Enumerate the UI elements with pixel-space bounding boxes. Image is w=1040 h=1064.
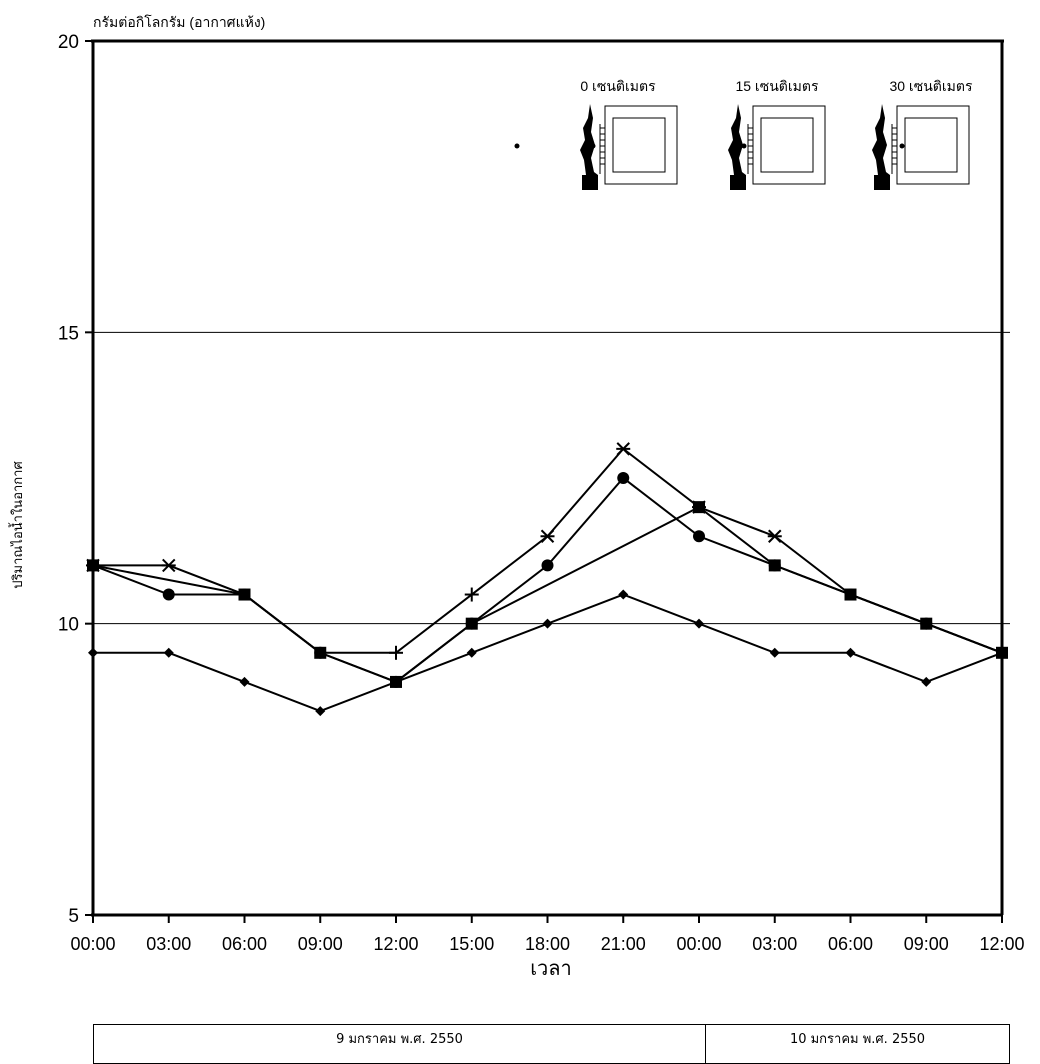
measure-point <box>899 143 905 149</box>
data-point <box>389 645 403 660</box>
legend-label: 15 เซนติเมตร <box>735 78 819 94</box>
line-chart: กรัมต่อกิโลกรัม (อากาศแห้ง) ปริมาณไอน้ำใ… <box>8 14 1025 980</box>
data-point <box>238 588 251 601</box>
date-cell-day2: 10 มกราคม พ.ศ. 2550 <box>789 1032 926 1047</box>
data-point <box>464 587 479 602</box>
data-point <box>162 588 175 601</box>
x-axis-label: เวลา <box>530 958 572 980</box>
data-point <box>86 558 100 573</box>
x-tick-label: 12:00 <box>979 934 1024 954</box>
data-point <box>315 706 326 717</box>
data-point <box>161 558 176 573</box>
plant-icon <box>580 104 598 190</box>
x-tick-label: 18:00 <box>525 934 570 954</box>
data-point <box>921 676 932 687</box>
building-inner <box>760 117 814 173</box>
data-point <box>314 646 327 659</box>
x-tick-label: 09:00 <box>904 934 949 954</box>
data-point <box>692 500 706 514</box>
legend-label: 0 เซนติเมตร <box>580 78 656 94</box>
building-inner <box>612 117 666 173</box>
plant-icon <box>728 104 746 190</box>
measure-point <box>590 143 596 149</box>
x-tick-label: 00:00 <box>676 934 721 954</box>
y-axis-label: ปริมาณไอน้ำในอากาศ <box>8 461 25 589</box>
data-point <box>920 617 933 630</box>
data-point <box>466 647 477 658</box>
x-tick-label: 15:00 <box>449 934 494 954</box>
date-cell-day1: 9 มกราคม พ.ศ. 2550 <box>94 1025 706 1063</box>
data-point <box>693 530 705 543</box>
data-point <box>618 589 629 600</box>
stray-dot <box>514 143 520 149</box>
x-tick-label: 06:00 <box>222 934 267 954</box>
series-line-circle <box>92 476 1003 684</box>
data-point <box>540 529 555 543</box>
legend-item-2: 30 เซนติเมตร <box>872 78 973 190</box>
data-point <box>541 559 554 572</box>
date-table: 9 มกราคม พ.ศ. 2550 10 มกราคม พ.ศ. 2550 <box>93 1024 1010 1064</box>
legend: 0 เซนติเมตร 15 เซนติเมตร 30 เซนติเมตร <box>514 78 973 190</box>
y-tick-label: 15 <box>58 323 79 344</box>
data-point <box>768 559 781 572</box>
x-tick-label: 06:00 <box>828 934 873 954</box>
series-line-square <box>92 505 1003 684</box>
building-inner <box>904 117 958 173</box>
legend-item-0: 0 เซนติเมตร <box>580 78 678 190</box>
data-point <box>542 618 553 629</box>
data-point <box>769 647 780 658</box>
y-tick-label: 10 <box>58 615 79 636</box>
x-tick-label: 12:00 <box>373 934 418 954</box>
data-point <box>465 617 478 630</box>
data-point <box>767 529 782 543</box>
data-point <box>239 676 250 687</box>
data-point <box>996 646 1008 659</box>
building-outer <box>896 105 970 185</box>
y-axis-unit-label: กรัมต่อกิโลกรัม (อากาศแห้ง) <box>93 14 265 30</box>
x-tick-label: 03:00 <box>146 934 191 954</box>
y-tick-label: 20 <box>58 32 79 53</box>
legend-label: 30 เซนติเมตร <box>889 78 973 94</box>
building-outer <box>752 105 826 185</box>
x-tick-label: 09:00 <box>298 934 343 954</box>
data-point <box>844 588 857 601</box>
plant-icon <box>872 104 890 190</box>
data-point <box>617 472 630 484</box>
data-point <box>88 647 98 658</box>
measure-point <box>741 143 747 149</box>
series-line-diamond <box>93 593 1003 713</box>
data-point <box>390 675 402 688</box>
legend-item-1: 15 เซนติเมตร <box>728 78 826 190</box>
y-tick-label: 5 <box>68 906 79 927</box>
data-point <box>616 442 631 456</box>
data-point <box>845 647 856 658</box>
data-point <box>163 647 174 658</box>
data-point <box>694 618 704 629</box>
x-tick-label: 03:00 <box>752 934 797 954</box>
x-tick-label: 00:00 <box>70 934 115 954</box>
building-outer <box>604 105 678 185</box>
x-tick-label: 21:00 <box>601 934 646 954</box>
